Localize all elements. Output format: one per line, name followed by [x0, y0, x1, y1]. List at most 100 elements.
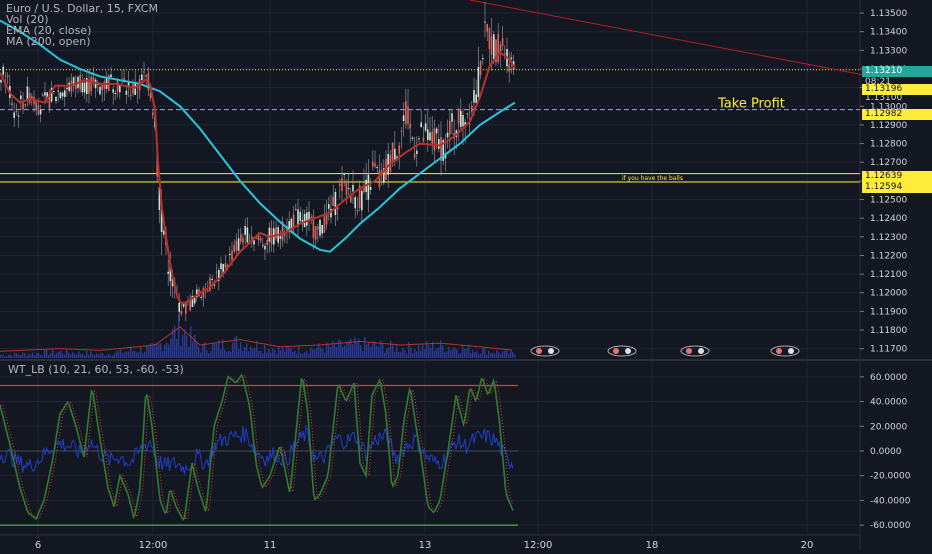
volume-bar — [34, 355, 36, 358]
candle-body — [321, 225, 323, 234]
candle-body — [343, 173, 345, 175]
candle-body — [473, 90, 475, 103]
legend-vol[interactable]: Vol (20) — [6, 13, 49, 26]
candle-body — [330, 208, 332, 218]
time-tick-label: 11 — [264, 540, 277, 550]
candle-body — [281, 221, 284, 241]
candle-body — [160, 209, 163, 232]
legend-ema[interactable]: EMA (20, close) — [6, 24, 92, 37]
candle-body — [158, 187, 161, 211]
candle-body — [334, 191, 337, 216]
volume-bar — [294, 350, 296, 358]
volume-bar — [346, 342, 348, 358]
candle-body — [341, 178, 343, 191]
volume-bar — [338, 339, 340, 358]
volume-bar — [150, 343, 152, 358]
volume-bar — [220, 349, 222, 358]
event-dot — [686, 348, 692, 354]
volume-bar — [426, 341, 428, 358]
candle-body — [497, 33, 499, 62]
candle-body — [196, 289, 198, 298]
volume-bar — [268, 348, 270, 358]
volume-bar — [90, 351, 92, 358]
volume-bar — [448, 347, 450, 358]
volume-bar — [174, 325, 176, 358]
volume-bar — [408, 341, 410, 358]
volume-bar — [452, 348, 454, 358]
volume-bar — [280, 350, 282, 358]
volume-bar — [342, 347, 344, 358]
candle-body — [114, 93, 117, 95]
legend-ma[interactable]: MA (200, open) — [6, 35, 91, 48]
volume-bar — [128, 351, 130, 358]
candle-body — [169, 263, 172, 282]
volume-bar — [50, 352, 52, 358]
legend-symbol[interactable]: Euro / U.S. Dollar, 15, FXCM — [6, 2, 158, 15]
candle-body — [292, 214, 295, 227]
wave-red-line — [0, 374, 514, 521]
candle-body — [479, 61, 482, 76]
price-tick-label: 1.12300 — [870, 233, 907, 243]
volume-bar — [66, 348, 68, 358]
candle-body — [508, 64, 510, 72]
volume-bar — [94, 355, 96, 358]
volume-bar — [498, 352, 500, 358]
candle-body — [149, 92, 152, 99]
volume-bar — [514, 354, 516, 358]
volume-bar — [330, 347, 332, 358]
candle-body — [50, 87, 53, 102]
volume-bar — [396, 345, 398, 358]
candle-body — [268, 227, 271, 242]
oscillator-legend[interactable]: WT_LB (10, 21, 60, 53, -60, -53) — [8, 363, 184, 376]
candle-body — [369, 186, 372, 190]
candle-body — [233, 245, 235, 252]
event-dot — [536, 348, 542, 354]
candle-body — [468, 123, 471, 125]
volume-bar — [300, 353, 302, 358]
candle-body — [130, 94, 132, 97]
volume-bar — [180, 345, 182, 358]
candle-body — [429, 132, 431, 141]
candle-body — [61, 92, 64, 97]
volume-bar — [138, 352, 140, 358]
volume-bar — [146, 346, 148, 358]
candle-body — [482, 58, 484, 60]
volume-bar — [442, 345, 444, 358]
volume-bar — [52, 349, 54, 358]
candle-body — [303, 213, 306, 228]
volume-bar — [154, 343, 156, 358]
volume-bar — [266, 352, 268, 358]
candle-body — [213, 284, 216, 286]
volume-bar — [476, 350, 478, 358]
candle-body — [257, 234, 260, 241]
volume-bar — [358, 338, 360, 358]
candle-body — [407, 106, 409, 124]
volume-bar — [314, 349, 316, 358]
candle-body — [152, 112, 154, 116]
volume-bar — [420, 350, 422, 358]
candle-body — [178, 302, 180, 312]
volume-bar — [118, 350, 120, 358]
volume-bar — [278, 347, 280, 358]
volume-bar — [414, 348, 416, 358]
candle-body — [376, 167, 378, 169]
last-price-label: 1.13210 — [862, 66, 932, 77]
candle-body — [422, 137, 425, 142]
candle-body — [312, 215, 315, 238]
candle-body — [81, 82, 84, 92]
volume-bar — [370, 346, 372, 358]
price-tick-label: 1.12800 — [870, 140, 907, 150]
candle-body — [103, 81, 106, 90]
volume-bar — [458, 353, 460, 358]
volume-bar — [460, 353, 462, 358]
candle-body — [242, 238, 244, 244]
candle-body — [235, 240, 238, 251]
candle-body — [112, 89, 114, 93]
candle-body — [22, 102, 24, 111]
candle-body — [255, 237, 257, 239]
candle-body — [442, 139, 444, 161]
candle-body — [295, 208, 297, 211]
volume-bar — [284, 351, 286, 358]
candle-body — [446, 132, 449, 138]
